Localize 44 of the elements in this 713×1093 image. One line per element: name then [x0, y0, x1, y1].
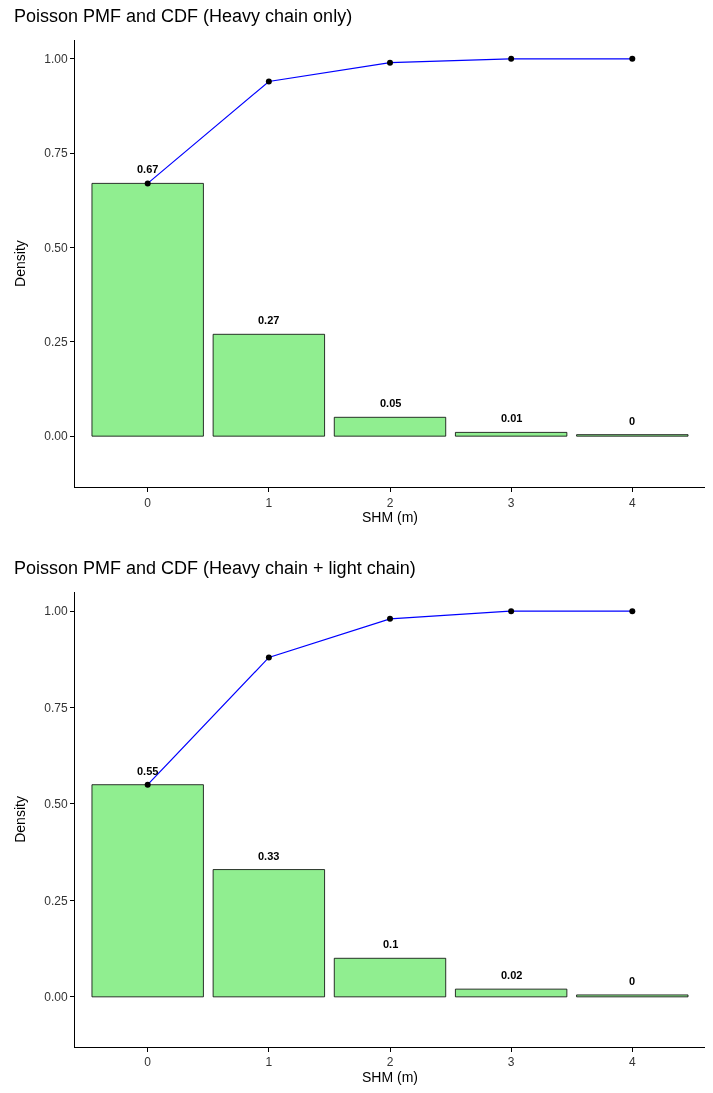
x-tick-label: 4: [628, 495, 636, 510]
y-tick-label: 0.75: [44, 146, 68, 161]
y-tick-label: 0.50: [44, 240, 68, 255]
y-tick-label: 0.00: [44, 990, 68, 1005]
bar: [91, 182, 204, 437]
data-label: 0.1: [383, 938, 399, 950]
x-tick-label: 1: [265, 495, 273, 510]
x-axis-title: SHM (m): [362, 1069, 418, 1086]
y-axis-title: Density: [11, 796, 28, 843]
x-tick-label: 0: [144, 1055, 152, 1070]
y-tick-label: 1.00: [44, 52, 68, 67]
y-tick-label: 0.25: [44, 893, 68, 908]
y-tick-label: 0.25: [44, 335, 68, 350]
x-axis-title: SHM (m): [362, 509, 418, 526]
data-label: 0: [629, 975, 636, 987]
data-label: 0.55: [137, 765, 159, 777]
y-tick-label: 0.50: [44, 797, 68, 812]
bar: [333, 416, 447, 437]
y-tick-label: 0.75: [44, 700, 68, 715]
x-tick-label: 4: [628, 1055, 636, 1070]
x-tick-label: 3: [507, 495, 515, 510]
chart-title: Poisson PMF and CDF (Heavy chain only): [14, 6, 353, 26]
bar: [212, 333, 325, 437]
x-tick-label: 0: [144, 495, 152, 510]
chart-title: Poisson PMF and CDF (Heavy chain + light chain): [14, 558, 416, 578]
bar: [91, 784, 204, 998]
data-label: 0.02: [501, 969, 523, 981]
x-tick-label: 2: [386, 1055, 394, 1070]
y-axis-title: Density: [11, 240, 28, 287]
bar: [212, 869, 325, 998]
x-tick-label: 2: [386, 495, 394, 510]
data-label: 0.67: [137, 163, 159, 175]
x-tick-label: 3: [507, 1055, 515, 1070]
data-label: 0.05: [380, 397, 402, 409]
bar: [455, 432, 568, 437]
bar: [455, 988, 568, 998]
bar: [333, 957, 447, 998]
y-tick-label: 1.00: [44, 604, 68, 619]
data-label: 0.27: [258, 314, 280, 326]
data-label: 0.33: [258, 850, 280, 862]
data-label: 0.01: [501, 412, 523, 424]
y-tick-label: 0.00: [44, 429, 68, 444]
data-label: 0: [629, 415, 636, 427]
x-tick-label: 1: [265, 1055, 273, 1070]
